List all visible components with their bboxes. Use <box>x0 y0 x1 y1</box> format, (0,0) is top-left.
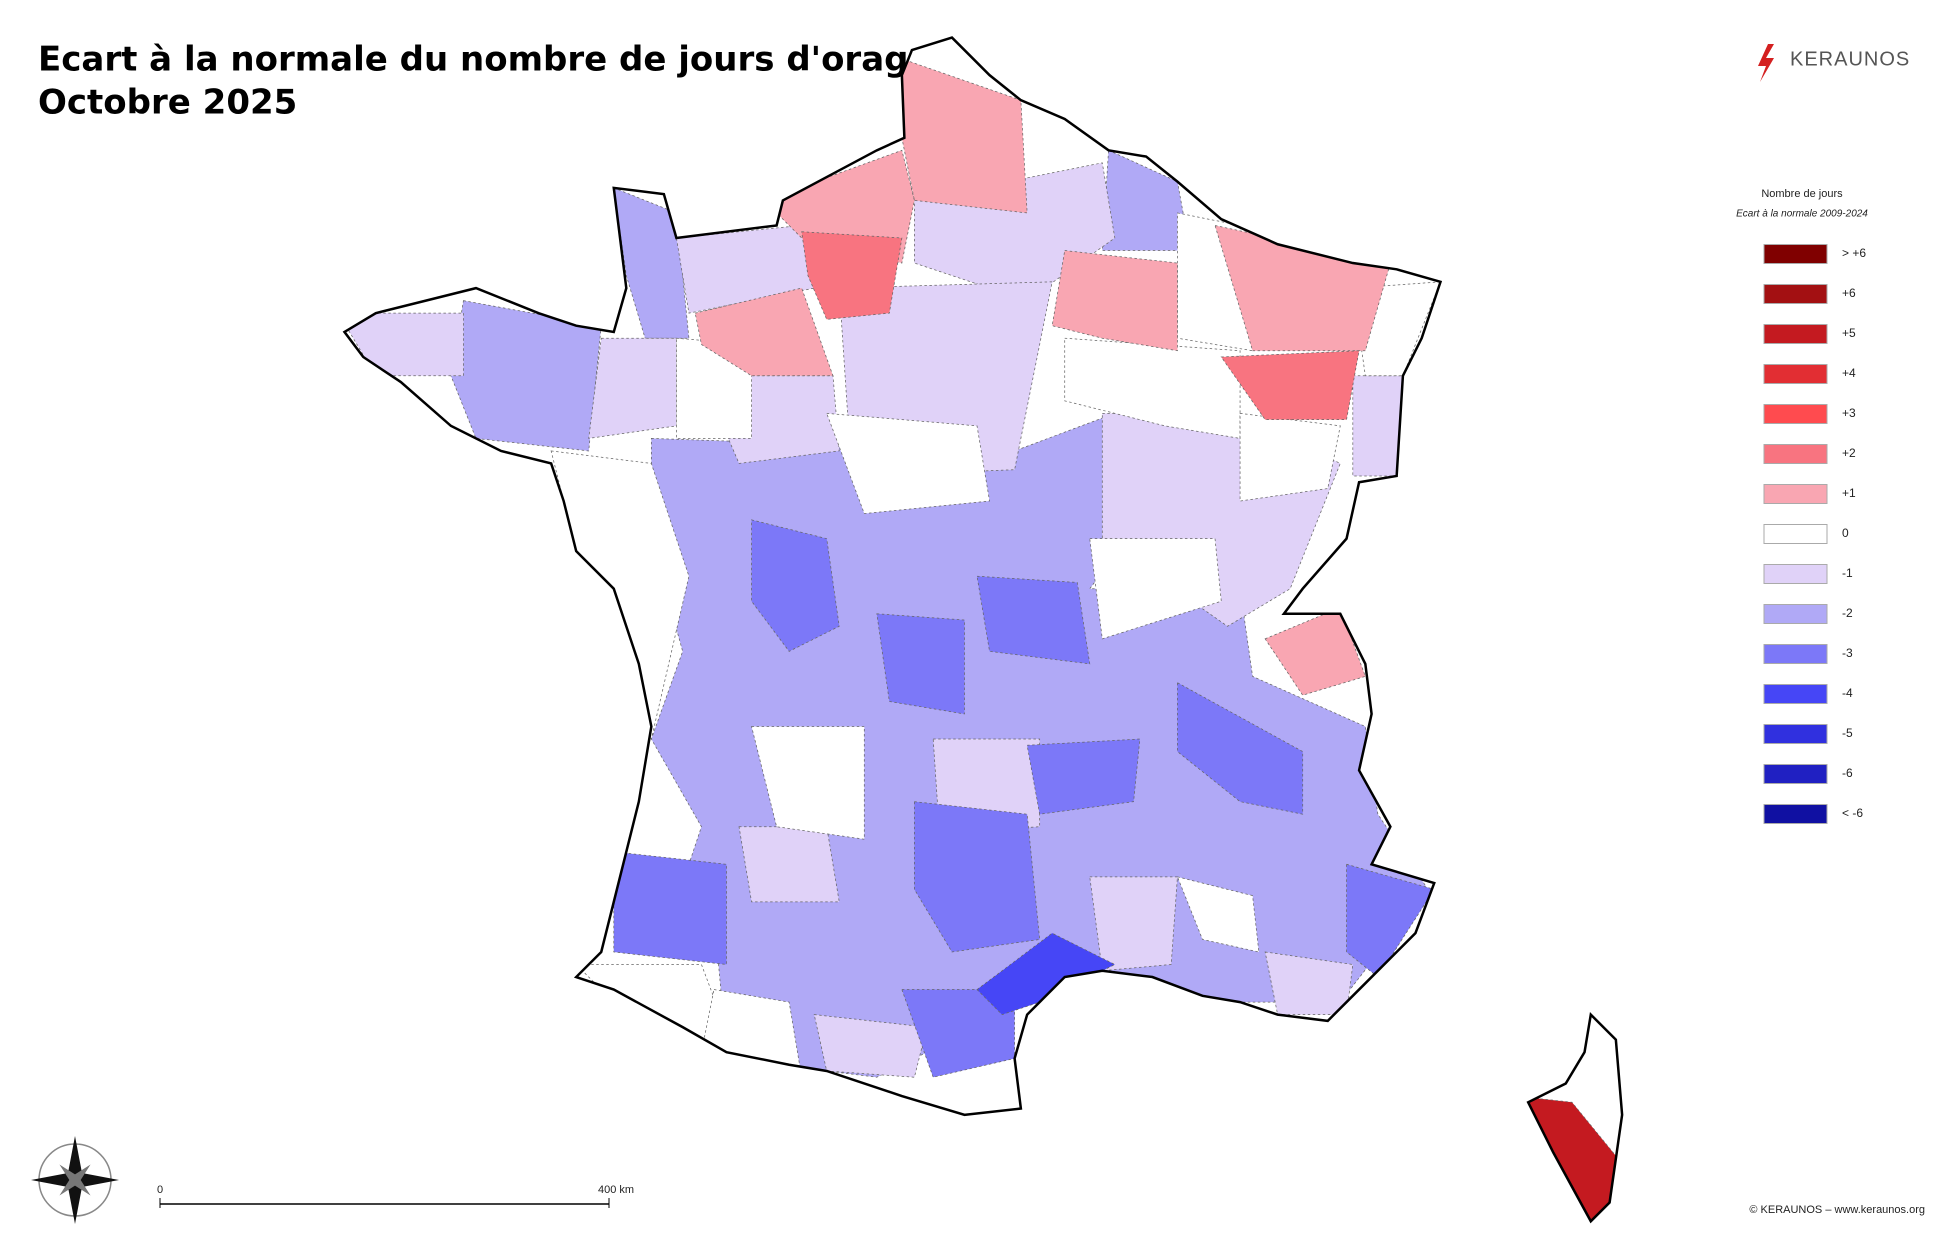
logo-icon <box>1758 44 1774 82</box>
legend-label: +2 <box>1842 446 1856 460</box>
legend-swatch <box>1763 724 1828 744</box>
legend-swatch <box>1763 404 1828 424</box>
legend-label: -3 <box>1842 646 1853 660</box>
compass <box>31 1136 119 1224</box>
legend-swatch <box>1763 524 1828 544</box>
legend-label: +6 <box>1842 286 1856 300</box>
title: Octobre 2025 <box>38 83 297 123</box>
legend-swatch <box>1763 804 1828 824</box>
legend: Nombre de jours Ecart à la normale 2009-… <box>1736 188 1868 824</box>
legend-label: +5 <box>1842 326 1856 340</box>
scale-label: 400 km <box>598 1184 634 1196</box>
legend-swatch <box>1763 364 1828 384</box>
legend-label: +4 <box>1842 366 1856 380</box>
legend-swatch <box>1763 564 1828 584</box>
legend-label: > +6 <box>1842 246 1866 260</box>
legend-label: +1 <box>1842 486 1856 500</box>
corsica <box>1528 1014 1623 1222</box>
legend-title: Nombre de jours <box>1761 188 1843 200</box>
legend-swatch <box>1763 604 1828 624</box>
legend-label: -5 <box>1842 726 1853 740</box>
legend-label: < -6 <box>1842 806 1863 820</box>
scale-label: 0 <box>157 1184 163 1196</box>
legend-label: -4 <box>1842 686 1853 700</box>
legend-label: -6 <box>1842 766 1853 780</box>
legend-swatch <box>1763 484 1828 504</box>
legend-swatch <box>1763 764 1828 784</box>
legend-swatch <box>1763 324 1828 344</box>
copyright: © KERAUNOS – www.keraunos.org <box>1749 1204 1925 1216</box>
title: Ecart à la normale du nombre de jours d'… <box>38 40 932 80</box>
logo: KERAUNOS <box>1790 48 1910 70</box>
legend-swatch <box>1763 284 1828 304</box>
legend-swatch <box>1763 244 1828 264</box>
legend-label: -2 <box>1842 606 1853 620</box>
legend-label: 0 <box>1842 526 1849 540</box>
france-outline <box>342 36 1443 1117</box>
legend-label: +3 <box>1842 406 1856 420</box>
legend-label: -1 <box>1842 566 1853 580</box>
legend-subtitle: Ecart à la normale 2009-2024 <box>1736 209 1868 220</box>
legend-swatch <box>1763 644 1828 664</box>
france <box>344 37 1441 1115</box>
map <box>342 36 1624 1224</box>
legend-swatch <box>1763 684 1828 704</box>
legend-swatch <box>1763 444 1828 464</box>
corsica-outline <box>1526 1011 1624 1224</box>
